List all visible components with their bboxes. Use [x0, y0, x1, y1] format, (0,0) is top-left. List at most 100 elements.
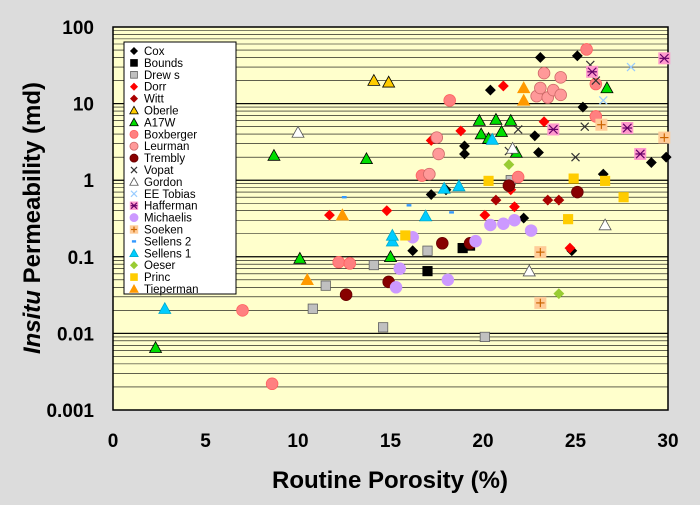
- legend-entry: Cox: [129, 46, 165, 58]
- data-point: [432, 147, 445, 161]
- series-sellens-1: [158, 132, 499, 314]
- data-point: [474, 127, 488, 140]
- legend-entry: Tieperman: [129, 283, 199, 296]
- data-point: [484, 84, 496, 96]
- legend-marker: [129, 94, 139, 103]
- data-point: [589, 77, 603, 91]
- legend-entry: Gordon: [129, 176, 182, 189]
- legend-label: Sellens 2: [144, 236, 191, 248]
- data-point: [554, 88, 567, 102]
- data-point: [502, 179, 516, 192]
- data-point: [564, 242, 576, 254]
- legend-marker: [131, 240, 137, 243]
- data-point: [554, 71, 567, 84]
- data-point: [497, 217, 510, 231]
- data-point: [422, 266, 433, 277]
- data-point: [479, 209, 491, 221]
- legend-entry: Leurman: [129, 141, 189, 153]
- data-point: [534, 52, 546, 63]
- legend-entry: Dorr: [129, 82, 167, 94]
- data-point: [634, 147, 647, 160]
- legend-label: Trembly: [144, 153, 185, 165]
- data-point: [381, 205, 393, 217]
- data-point: [600, 81, 614, 94]
- data-point: [443, 94, 456, 107]
- x-tick-label: 20: [472, 431, 493, 452]
- data-point: [425, 189, 437, 200]
- data-point: [341, 195, 347, 199]
- legend-label: EE Tobias: [144, 189, 196, 201]
- data-point: [236, 304, 249, 317]
- y-tick-label: 0.1: [68, 248, 95, 269]
- legend-label: Michaelis: [144, 213, 192, 225]
- legend-marker: [130, 71, 138, 79]
- legend-marker: [129, 153, 139, 163]
- x-tick-label: 25: [565, 431, 587, 452]
- data-point: [459, 148, 470, 160]
- data-point: [359, 152, 374, 165]
- data-point: [449, 211, 454, 214]
- x-tick-label: 30: [657, 431, 678, 452]
- data-point: [504, 113, 518, 126]
- legend-label: Drew s: [144, 70, 180, 82]
- data-point: [571, 185, 584, 199]
- data-point: [291, 125, 305, 138]
- data-point: [490, 194, 502, 206]
- data-point: [600, 175, 611, 186]
- series-oeser: [503, 159, 565, 300]
- data-point: [383, 249, 398, 263]
- data-point: [367, 73, 381, 86]
- legend-entry: Michaelis: [129, 213, 192, 225]
- legend-marker: [129, 129, 139, 139]
- data-point: [320, 280, 331, 291]
- series-soeken: [534, 118, 671, 309]
- data-point: [626, 62, 636, 72]
- legend-marker: [129, 141, 139, 151]
- data-point: [335, 208, 350, 221]
- data-point: [422, 245, 433, 256]
- data-point: [534, 81, 547, 95]
- legend-label: Soeken: [144, 225, 183, 237]
- data-point: [598, 218, 612, 231]
- legend-entry: Sellens 2: [131, 236, 191, 248]
- y-axis-label-italic: Insitu: [19, 290, 46, 354]
- data-point: [472, 113, 486, 126]
- legend-label: Hafferman: [144, 201, 197, 213]
- data-point: [618, 192, 629, 203]
- data-point: [437, 181, 451, 194]
- legend-entry: Oberle: [129, 105, 179, 118]
- data-point: [324, 209, 335, 221]
- legend-label: Witt: [144, 94, 165, 106]
- data-point: [645, 157, 657, 168]
- data-point: [293, 251, 307, 264]
- legend-marker: [129, 176, 139, 186]
- legend-entry: A17W: [129, 117, 175, 129]
- data-point: [503, 159, 515, 170]
- series-witt: [490, 194, 565, 206]
- data-point: [571, 152, 580, 162]
- legend-label: Boxberger: [144, 129, 197, 141]
- data-point: [508, 214, 521, 227]
- series-michaelis: [389, 214, 538, 294]
- data-point: [455, 125, 467, 137]
- data-point: [343, 257, 357, 270]
- data-point: [265, 377, 279, 391]
- legend-label: Dorr: [144, 82, 167, 94]
- data-point: [534, 296, 547, 309]
- series-cox: [407, 50, 672, 257]
- legend-entry: Vopat: [130, 165, 174, 177]
- data-point: [430, 131, 443, 144]
- legend-label: Gordon: [144, 177, 182, 189]
- data-point: [300, 273, 314, 286]
- data-point: [393, 262, 406, 275]
- legend-entry: Oeser: [129, 260, 175, 272]
- data-point: [553, 194, 565, 206]
- legend-marker: [129, 283, 139, 293]
- series-oberle: [367, 73, 396, 88]
- legend-label: Vopat: [144, 165, 174, 177]
- data-point: [494, 124, 509, 137]
- data-point: [332, 255, 345, 269]
- legend-entry: Soeken: [129, 225, 183, 237]
